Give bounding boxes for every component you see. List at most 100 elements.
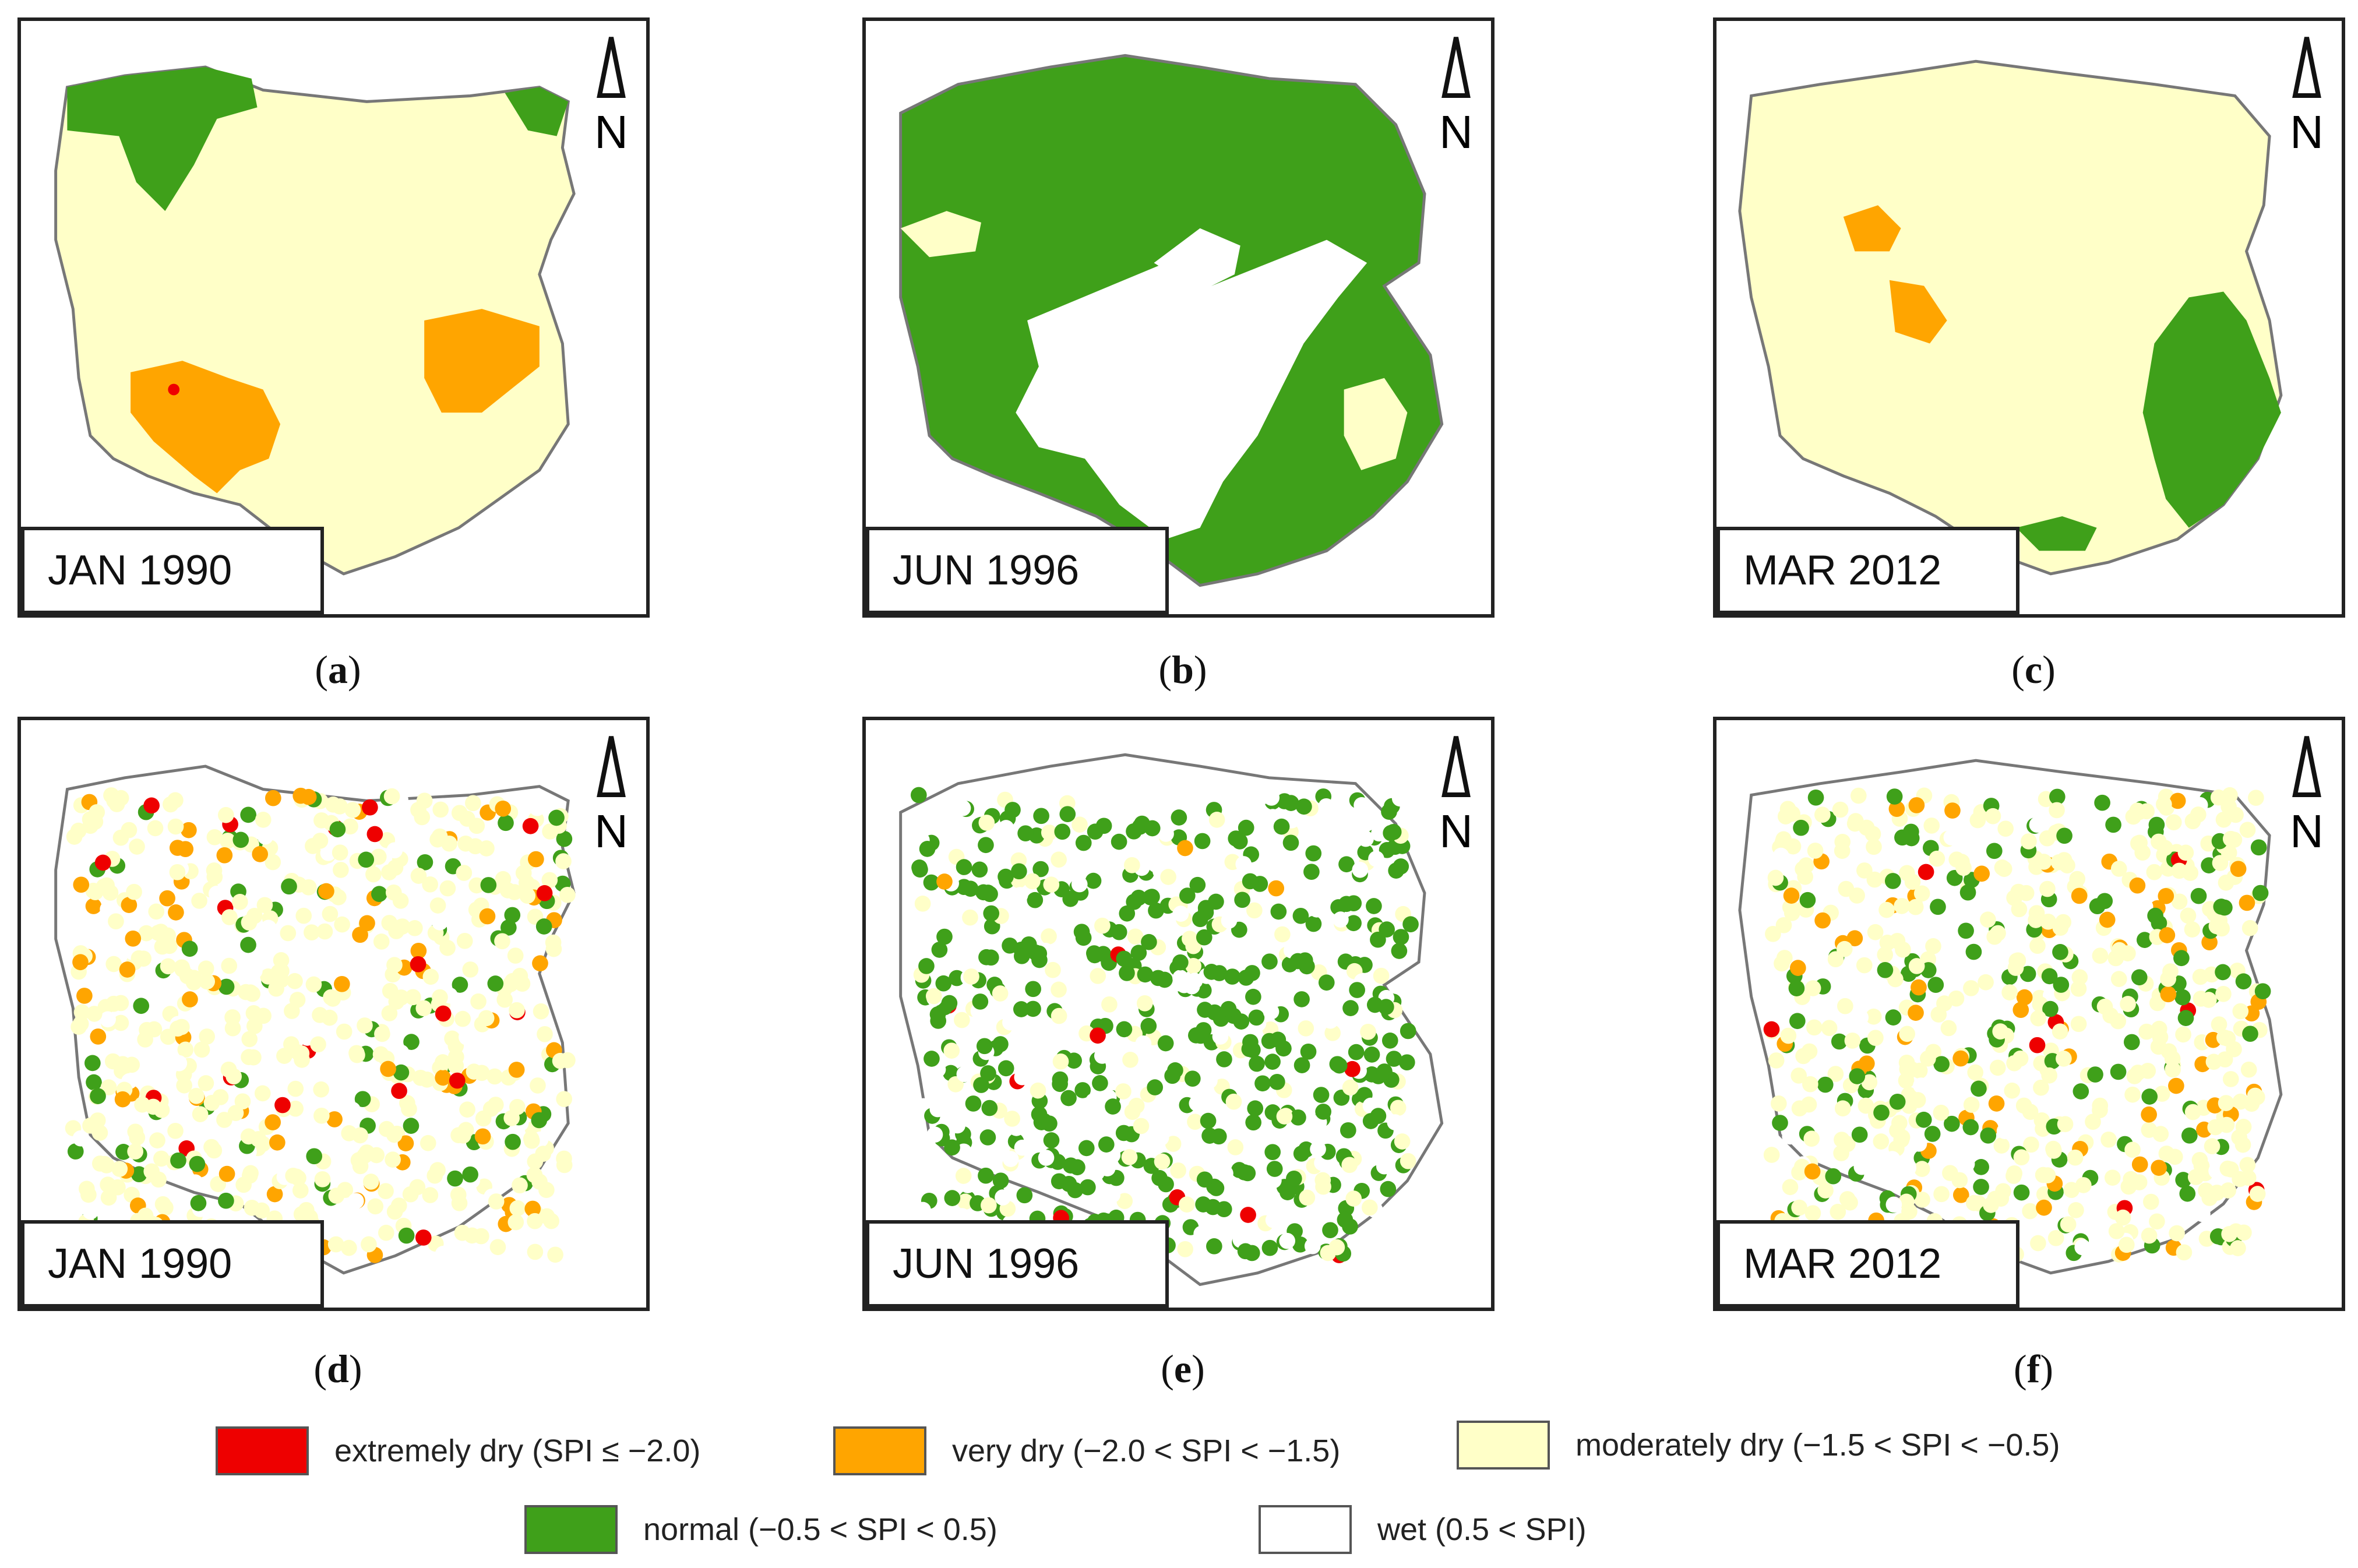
- station-dot: [1844, 1033, 1861, 1049]
- station-dot: [357, 1017, 373, 1034]
- station-dot: [171, 1055, 188, 1072]
- station-dot: [2118, 1236, 2135, 1253]
- station-dot: [398, 1227, 415, 1244]
- station-dot: [2200, 992, 2217, 1008]
- station-dot: [2016, 989, 2033, 1006]
- station-dot: [499, 882, 516, 898]
- station-dot: [138, 925, 154, 942]
- station-dot: [373, 933, 390, 950]
- station-dot: [146, 1021, 163, 1038]
- station-dot: [535, 918, 552, 935]
- station-dot: [447, 1170, 463, 1187]
- station-dot: [498, 815, 514, 831]
- station-dot: [82, 1203, 99, 1220]
- station-dot: [1263, 1003, 1280, 1020]
- station-dot: [2142, 1193, 2159, 1210]
- station-dot: [2149, 1213, 2165, 1230]
- station-dot: [1127, 928, 1144, 945]
- station-dot: [359, 915, 375, 932]
- station-dot: [1763, 1147, 1780, 1163]
- station-dot: [1203, 964, 1220, 980]
- station-dot: [995, 889, 1011, 906]
- station-dot: [1791, 1199, 1807, 1216]
- station-dot: [114, 1091, 131, 1108]
- station-dot: [212, 1089, 229, 1105]
- station-dot: [2130, 835, 2146, 852]
- station-dot: [2114, 1209, 2131, 1226]
- station-dot: [1807, 789, 1824, 806]
- north-arrow-label: N: [2290, 805, 2324, 857]
- station-dot: [181, 940, 198, 957]
- station-dot: [1354, 797, 1370, 813]
- station-dot: [1148, 843, 1165, 859]
- station-dot: [403, 1118, 420, 1134]
- station-dot: [926, 1126, 943, 1143]
- station-dot: [1368, 851, 1384, 867]
- station-dot: [1986, 928, 2003, 945]
- station-dot: [1013, 1001, 1030, 1017]
- station-dot: [1852, 1009, 1869, 1026]
- station-dot: [422, 968, 439, 985]
- station-dot: [274, 1097, 291, 1114]
- station-dot: [531, 1112, 548, 1129]
- station-dot: [270, 964, 287, 981]
- station-dot: [1988, 1095, 2005, 1112]
- station-dot: [983, 905, 1000, 922]
- station-dot: [2105, 816, 2121, 833]
- station-dot: [1944, 802, 1961, 819]
- station-dot: [1085, 945, 1102, 961]
- station-dot: [1140, 1017, 1157, 1034]
- station-dot: [2141, 1106, 2157, 1123]
- station-dot: [455, 1127, 471, 1144]
- station-dot: [399, 1095, 415, 1111]
- station-dot: [1976, 996, 1993, 1013]
- station-dot: [199, 973, 216, 990]
- station-dot: [936, 873, 953, 890]
- station-dot: [454, 1224, 471, 1241]
- station-dot: [188, 1087, 205, 1104]
- station-dot: [2013, 1149, 2030, 1166]
- station-dot: [459, 811, 475, 827]
- station-dot: [2158, 887, 2174, 904]
- station-dot: [1217, 1165, 1233, 1182]
- station-dot: [410, 802, 427, 818]
- station-dot: [1074, 1082, 1091, 1098]
- station-dot: [410, 868, 427, 884]
- station-dot: [1342, 1000, 1359, 1016]
- station-dot: [382, 982, 399, 999]
- station-dot: [125, 931, 142, 947]
- station-dot: [1119, 965, 1135, 981]
- station-dot: [179, 968, 196, 985]
- station-dot: [2049, 802, 2065, 819]
- station-dot: [1085, 1093, 1102, 1109]
- station-dot: [2085, 1114, 2101, 1130]
- station-dot: [975, 884, 992, 901]
- station-dot: [1193, 1225, 1210, 1242]
- station-dot: [1929, 850, 1945, 867]
- station-dot: [1933, 1104, 1950, 1121]
- station-dot: [1011, 863, 1027, 880]
- station-dot: [386, 1126, 403, 1143]
- station-dot: [488, 1193, 505, 1210]
- station-dot: [1184, 1070, 1201, 1087]
- station-dot: [509, 1002, 525, 1019]
- station-dot: [911, 859, 928, 876]
- station-dot: [1834, 1100, 1851, 1117]
- station-dot: [1266, 1161, 1283, 1177]
- station-dot: [206, 829, 223, 845]
- station-dot: [191, 893, 207, 909]
- station-dot: [1212, 1028, 1229, 1045]
- station-dot: [1323, 928, 1339, 945]
- station-dot: [1322, 1012, 1339, 1029]
- station-dot: [217, 806, 234, 823]
- station-dot: [91, 1125, 108, 1141]
- station-dot: [2015, 1097, 2032, 1114]
- station-dot: [1333, 911, 1349, 928]
- station-dot: [1041, 824, 1058, 841]
- station-dot: [2030, 1010, 2047, 1027]
- station-dot: [1797, 868, 1814, 885]
- station-dot: [1893, 1132, 1910, 1148]
- station-dot: [2019, 966, 2036, 982]
- station-dot: [1308, 901, 1325, 918]
- station-dot: [1185, 957, 1201, 974]
